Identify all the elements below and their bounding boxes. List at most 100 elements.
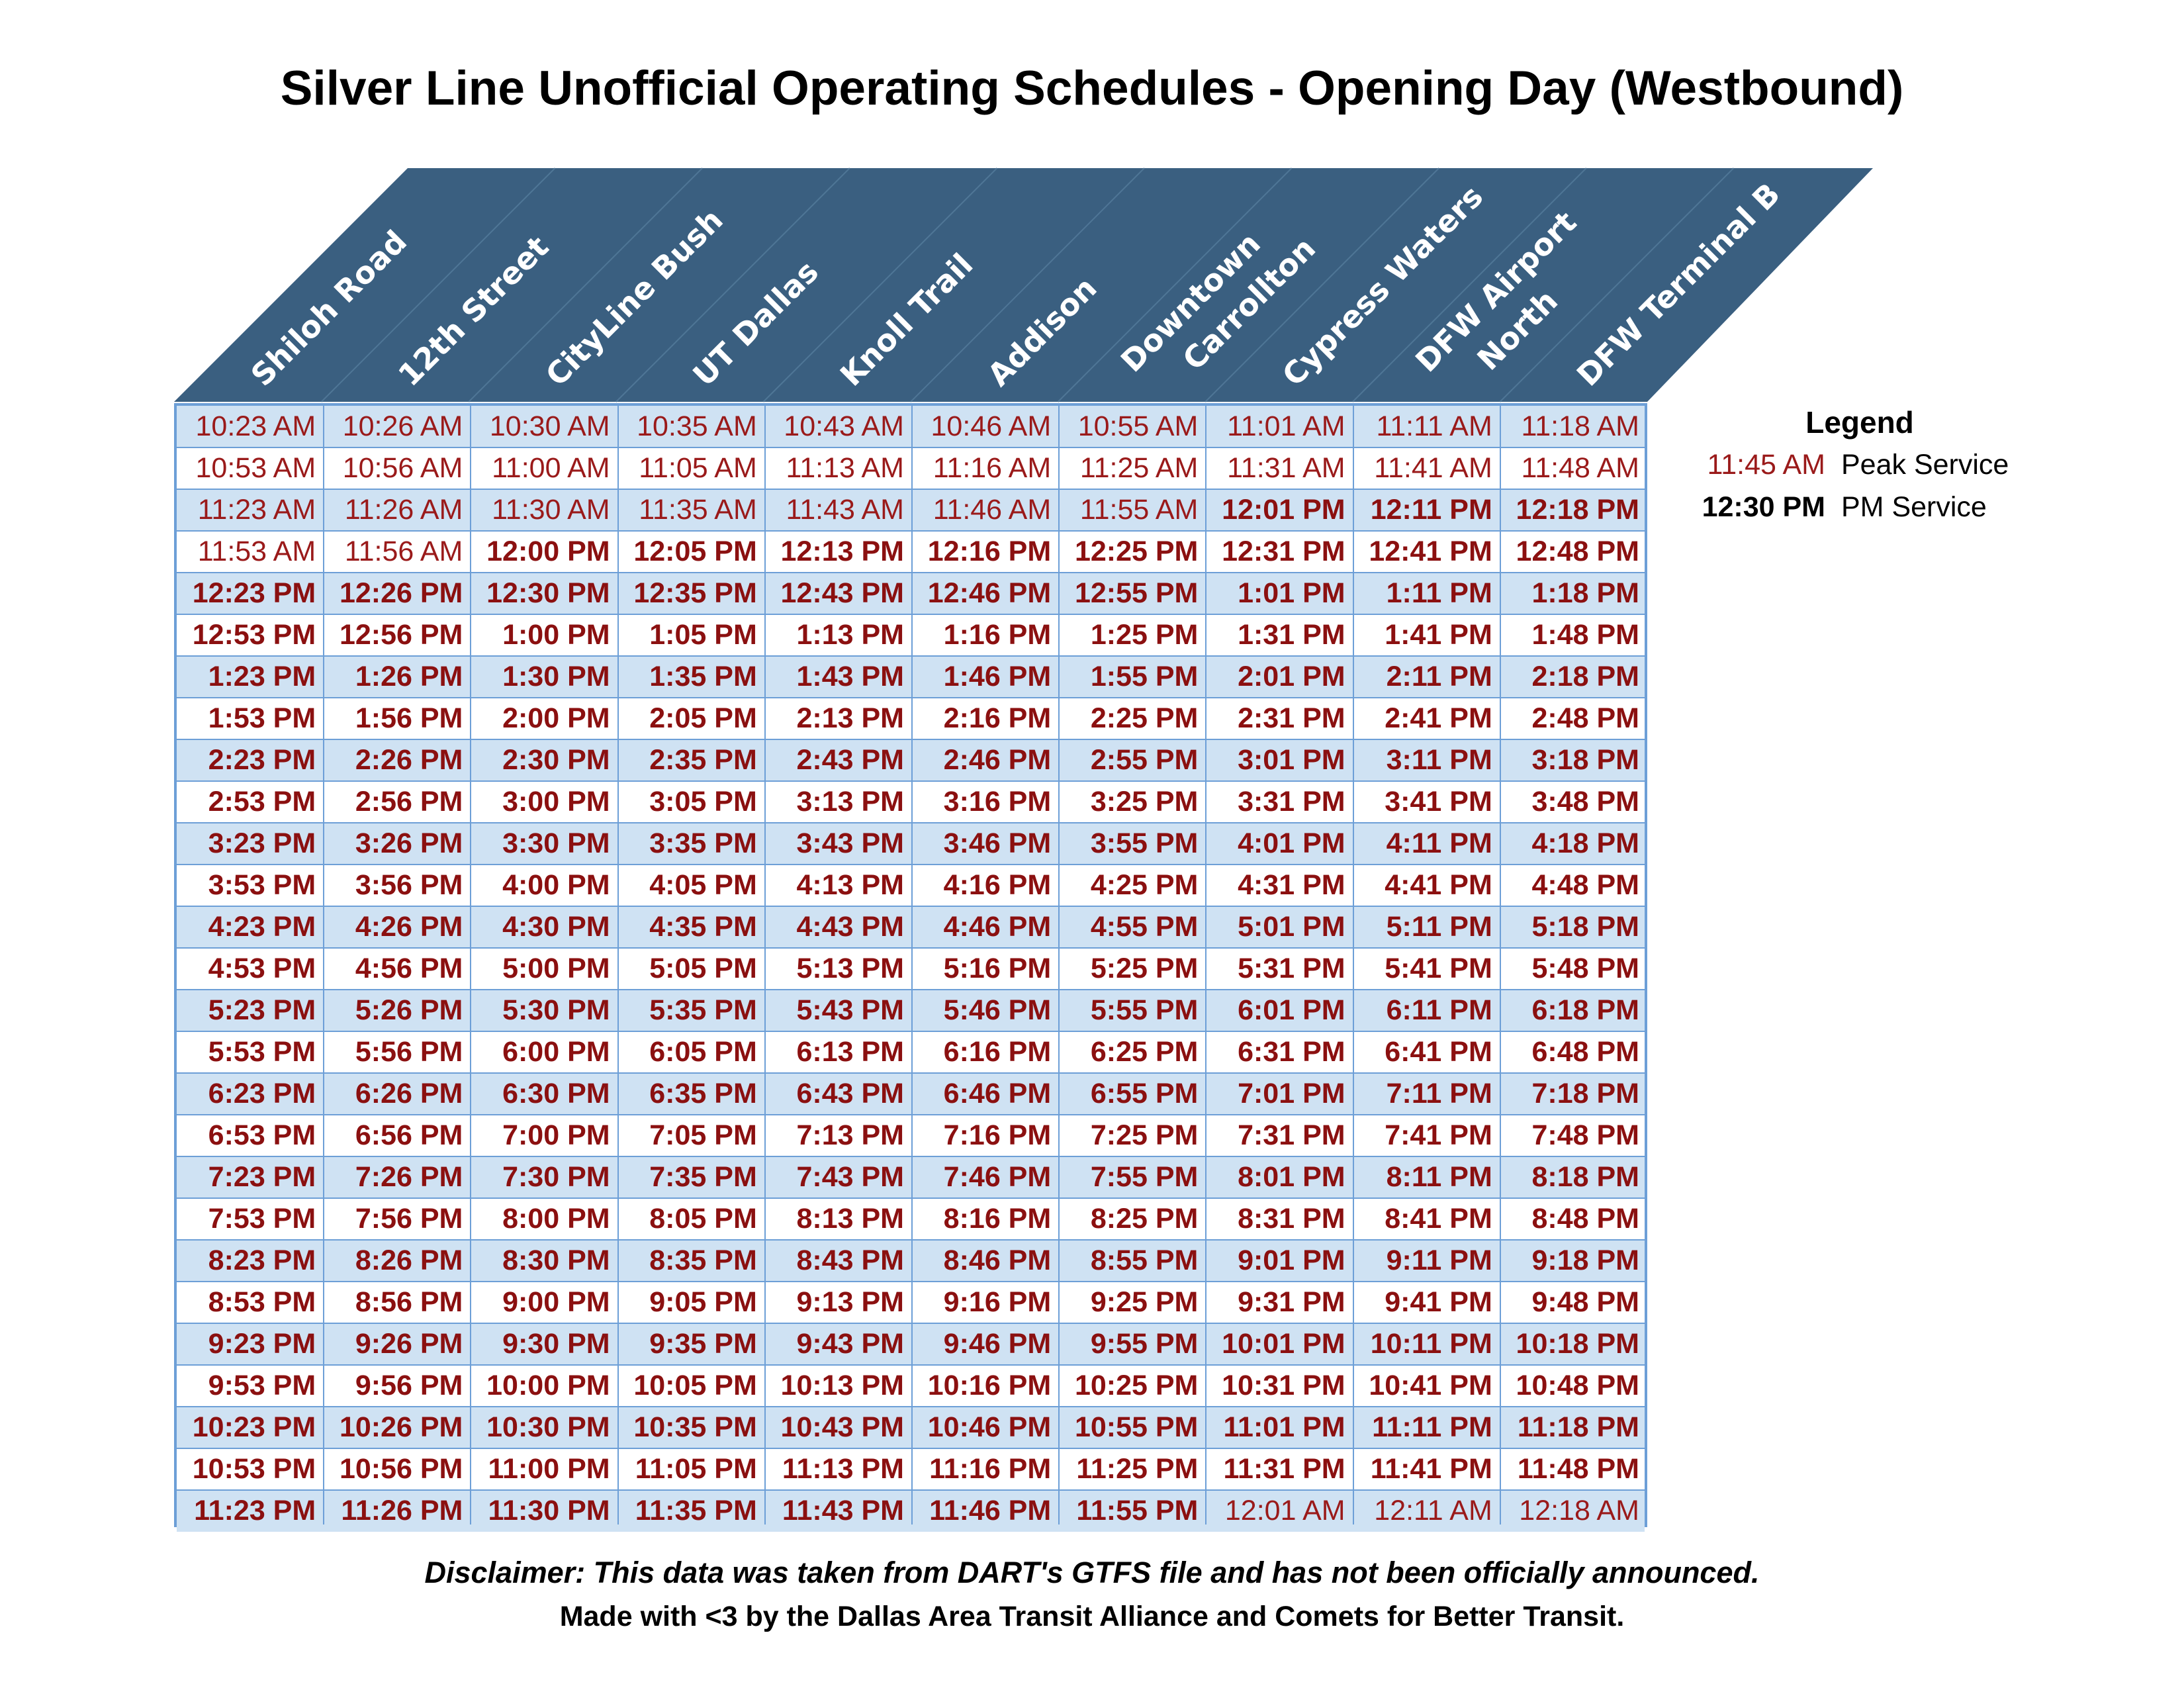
time-cell: 9:43 PM (796, 1328, 904, 1360)
time-cell: 9:23 PM (208, 1328, 316, 1360)
time-cell: 10:41 PM (1369, 1370, 1492, 1401)
time-cell: 7:16 PM (943, 1119, 1052, 1151)
time-cell: 7:13 PM (796, 1119, 904, 1151)
row-divider (177, 739, 1645, 740)
time-cell: 5:13 PM (796, 953, 904, 984)
time-cell: 11:55 PM (1076, 1495, 1199, 1526)
time-cell: 10:25 PM (1074, 1370, 1199, 1401)
time-cell: 4:16 PM (943, 869, 1052, 901)
time-cell: 8:05 PM (649, 1203, 757, 1235)
time-cell: 7:30 PM (502, 1161, 610, 1193)
time-cell: 1:11 PM (1386, 577, 1492, 609)
time-cell: 6:05 PM (649, 1036, 757, 1068)
time-cell: 10:53 AM (195, 452, 316, 484)
time-cell: 12:30 PM (486, 577, 610, 609)
time-cell: 2:31 PM (1238, 702, 1345, 734)
row-divider (177, 489, 1645, 490)
time-cell: 7:35 PM (649, 1161, 757, 1193)
time-cell: 10:55 AM (1077, 410, 1199, 442)
time-cell: 3:46 PM (943, 827, 1052, 859)
time-cell: 9:41 PM (1385, 1286, 1492, 1318)
table-row: 11:23 AM 11:26 AM 11:30 AM 11:35 AM 11:43 AM… (177, 489, 1645, 531)
time-cell: 4:43 PM (796, 911, 904, 943)
time-cell: 10:23 PM (192, 1411, 316, 1443)
table-row: 1:53 PM 1:56 PM 2:00 PM 2:05 PM 2:13 PM 2:16 … (177, 698, 1645, 739)
table-row: 2:53 PM 2:56 PM 3:00 PM 3:05 PM 3:13 PM 3:16 … (177, 781, 1645, 823)
time-cell: 11:35 AM (639, 494, 757, 526)
header-divider (320, 167, 556, 402)
time-cell: 7:56 PM (355, 1203, 463, 1235)
time-cell: 11:43 AM (786, 494, 904, 526)
row-divider (177, 572, 1645, 573)
time-cell: 5:26 PM (355, 994, 463, 1026)
time-cell: 5:56 PM (355, 1036, 463, 1068)
time-cell: 6:13 PM (796, 1036, 904, 1068)
time-cell: 5:31 PM (1238, 953, 1345, 984)
time-cell: 11:23 PM (194, 1495, 316, 1526)
time-cell: 3:11 PM (1386, 744, 1492, 776)
time-cell: 11:30 PM (488, 1495, 610, 1526)
time-cell: 9:55 PM (1090, 1328, 1199, 1360)
row-divider (177, 1323, 1645, 1324)
time-cell: 9:31 PM (1238, 1286, 1345, 1318)
time-cell: 6:18 PM (1531, 994, 1639, 1026)
time-cell: 1:23 PM (208, 661, 316, 692)
time-cell: 8:26 PM (355, 1244, 463, 1276)
time-cell: 7:55 PM (1090, 1161, 1199, 1193)
row-divider (177, 530, 1645, 532)
time-cell: 10:30 PM (486, 1411, 610, 1443)
time-cell: 12:43 PM (780, 577, 904, 609)
time-cell: 10:18 PM (1516, 1328, 1639, 1360)
time-cell: 11:00 AM (492, 452, 610, 484)
time-cell: 7:05 PM (649, 1119, 757, 1151)
time-cell: 12:01 PM (1222, 494, 1345, 526)
time-cell: 10:26 AM (342, 410, 463, 442)
legend-item-peak: 11:45 AM Peak Service (1674, 444, 2009, 486)
table-row: 3:53 PM 3:56 PM 4:00 PM 4:05 PM 4:13 PM 4:16 … (177, 865, 1645, 906)
time-cell: 7:00 PM (502, 1119, 610, 1151)
time-cell: 10:01 PM (1222, 1328, 1345, 1360)
column-divider (323, 406, 325, 1524)
time-cell: 12:35 PM (633, 577, 757, 609)
row-divider (177, 447, 1645, 448)
time-cell: 11:16 PM (929, 1453, 1052, 1485)
time-cell: 5:01 PM (1238, 911, 1345, 943)
time-cell: 3:26 PM (355, 827, 463, 859)
time-cell: 6:56 PM (355, 1119, 463, 1151)
time-cell: 3:25 PM (1090, 786, 1199, 818)
header-dividers (320, 167, 1735, 402)
time-cell: 5:11 PM (1386, 911, 1492, 943)
time-cell: 3:35 PM (649, 827, 757, 859)
table-row: 9:53 PM 9:56 PM 10:00 PM 10:05 PM 10:13 PM 10… (177, 1365, 1645, 1407)
time-cell: 9:11 PM (1386, 1244, 1492, 1276)
column-divider (1499, 406, 1501, 1524)
time-cell: 10:31 PM (1222, 1370, 1345, 1401)
time-cell: 8:11 PM (1386, 1161, 1492, 1193)
table-row: 8:23 PM 8:26 PM 8:30 PM 8:35 PM 8:43 PM 8:46 … (177, 1240, 1645, 1282)
time-cell: 2:55 PM (1090, 744, 1199, 776)
time-cell: 3:18 PM (1531, 744, 1639, 776)
time-cell: 1:53 PM (208, 702, 316, 734)
time-cell: 3:55 PM (1090, 827, 1199, 859)
row-divider (177, 655, 1645, 657)
header-divider (762, 167, 998, 402)
time-cell: 9:16 PM (943, 1286, 1052, 1318)
time-cell: 7:48 PM (1531, 1119, 1639, 1151)
time-cell: 1:30 PM (502, 661, 610, 692)
time-cell: 11:01 AM (1227, 410, 1345, 442)
time-cell: 6:41 PM (1385, 1036, 1492, 1068)
time-cell: 3:05 PM (649, 786, 757, 818)
table-row: 7:23 PM 7:26 PM 7:30 PM 7:35 PM 7:43 PM 7:46 … (177, 1156, 1645, 1198)
time-cell: 10:30 AM (489, 410, 610, 442)
table-row: 5:53 PM 5:56 PM 6:00 PM 6:05 PM 6:13 PM 6:16 … (177, 1031, 1645, 1073)
time-cell: 5:55 PM (1090, 994, 1199, 1026)
legend-item-pm: 12:30 PM PM Service (1674, 486, 1987, 528)
time-cell: 5:48 PM (1531, 953, 1639, 984)
time-cell: 4:30 PM (502, 911, 610, 943)
time-cell: 5:53 PM (208, 1036, 316, 1068)
time-cell: 6:43 PM (796, 1078, 904, 1109)
credit-text: Made with <3 by the Dallas Area Transit … (559, 1601, 1625, 1632)
time-cell: 11:46 AM (933, 494, 1052, 526)
time-cell: 11:35 PM (635, 1495, 757, 1526)
